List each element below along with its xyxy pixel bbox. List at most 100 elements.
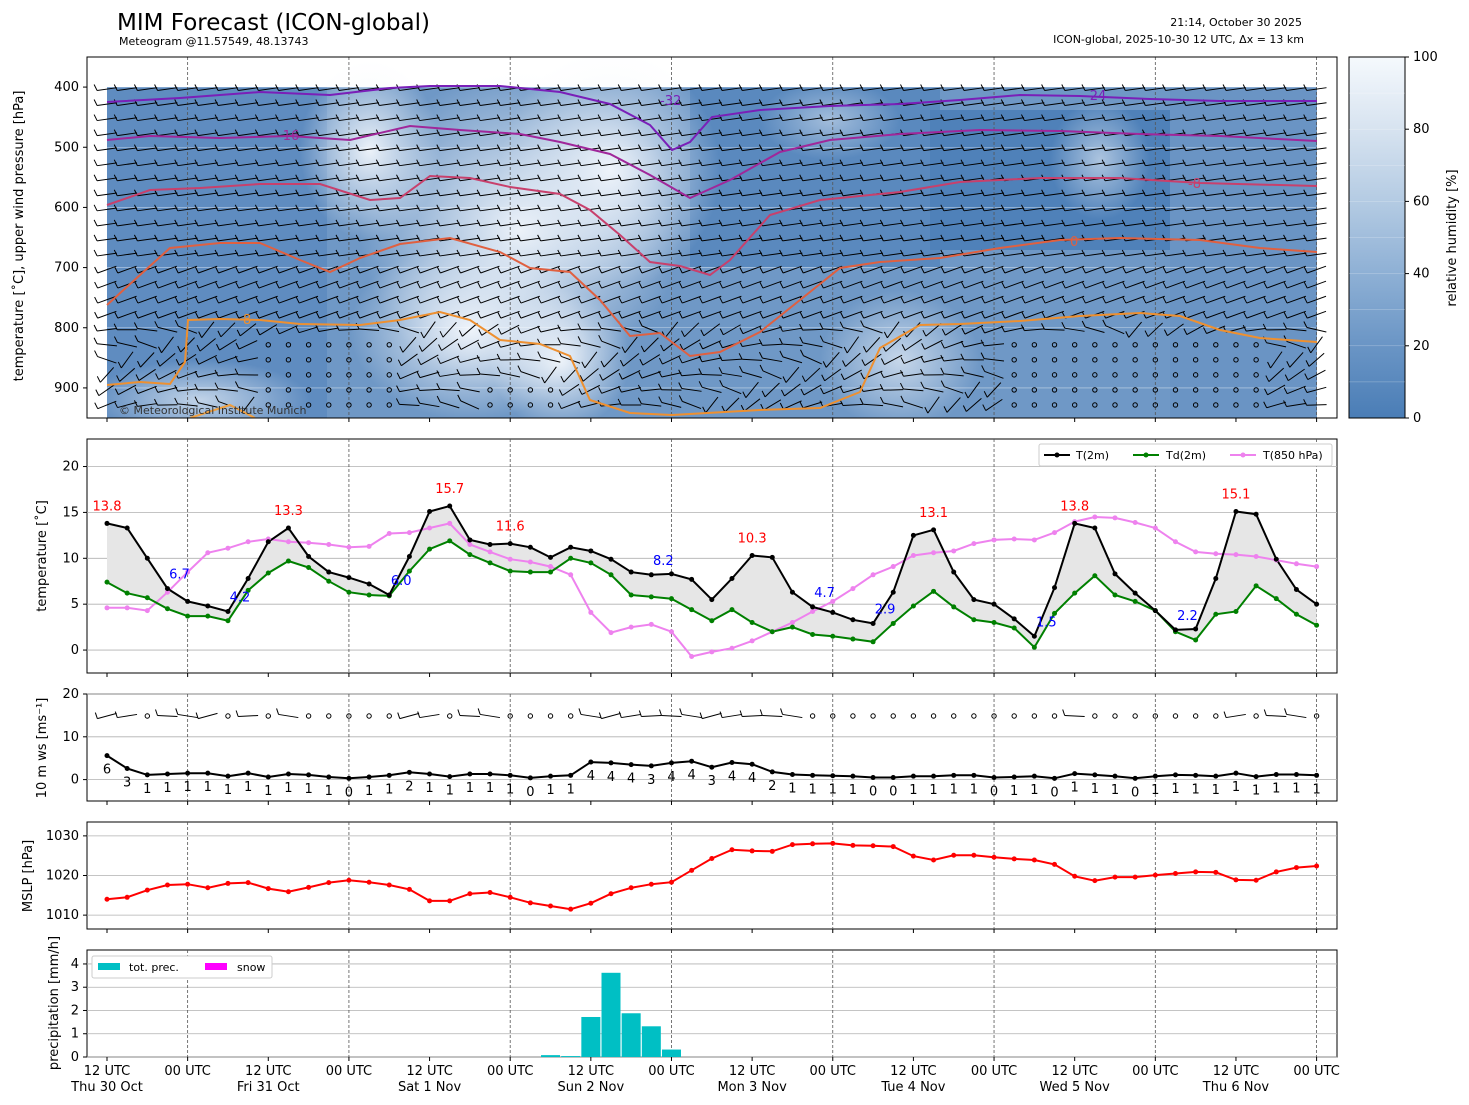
wind-barb-feather	[355, 159, 360, 166]
wind-barb	[923, 87, 944, 91]
wind-barb	[318, 222, 339, 227]
wind-barb-feather	[315, 219, 320, 227]
wind-barb	[1145, 117, 1166, 122]
wind-speed-value: 1	[970, 782, 978, 797]
wind-barb-feather	[920, 234, 925, 242]
wind-barb-feather	[598, 712, 602, 719]
wind-barb-feather	[295, 234, 300, 242]
wind-barb	[178, 265, 198, 274]
wind-barb	[399, 265, 419, 274]
wind-barb	[762, 192, 783, 197]
wind-barb-feather	[1202, 204, 1207, 212]
min-temp-label: 8.2	[653, 554, 674, 569]
wind-barb-feather	[93, 204, 98, 212]
calm-wind-symbol	[346, 372, 352, 378]
wind-barb	[500, 192, 521, 197]
wind-barb	[641, 117, 662, 122]
wind-barb-feather	[114, 311, 119, 319]
wind-speed-point	[870, 774, 876, 780]
wind-barb	[278, 310, 299, 319]
wind-barb-feather	[375, 249, 380, 257]
wind-barb	[1266, 265, 1286, 274]
wind-barb	[318, 237, 339, 242]
wind-speed-point	[628, 762, 634, 768]
wind-barb-feather	[113, 129, 118, 136]
wind-speed-point	[789, 771, 795, 777]
wind-barb-feather	[940, 174, 945, 181]
wind-barb-feather	[315, 144, 320, 151]
wind-barb-feather	[517, 365, 522, 372]
calm-wind-symbol	[527, 713, 534, 719]
t850-point	[1233, 552, 1239, 558]
wind-barb	[782, 132, 803, 137]
wind-barb-feather	[1021, 189, 1025, 196]
wind-barb-feather	[1142, 266, 1147, 274]
wind-barb	[702, 340, 722, 350]
wind-barb-feather	[133, 219, 138, 227]
wind-barb	[480, 280, 500, 289]
wind-barb	[822, 237, 843, 242]
wind-barb	[923, 117, 944, 122]
wind-barb	[603, 352, 619, 368]
wind-barb-feather	[1081, 219, 1086, 227]
precip-bar	[581, 1016, 601, 1057]
wind-barb-feather	[174, 144, 179, 151]
wind-barb-feather	[719, 281, 724, 289]
wind-barb-feather	[880, 281, 885, 289]
t2m-point	[1011, 616, 1017, 622]
wind-barb	[560, 252, 581, 257]
wind-barb	[480, 207, 501, 212]
wind-barb-feather	[759, 296, 764, 304]
wind-barb-feather	[779, 402, 784, 410]
wind-speed-point	[1011, 774, 1017, 780]
wind-barb	[705, 396, 719, 414]
wind-barb-feather	[254, 204, 259, 212]
wind-barb	[419, 713, 440, 719]
wind-barb-feather	[1242, 114, 1247, 121]
wind-barb-feather	[698, 249, 703, 257]
wind-barb-feather	[637, 159, 642, 166]
wind-barb	[117, 207, 138, 212]
wind-barb-feather	[738, 159, 743, 166]
wind-barb	[762, 714, 783, 718]
wind-barb	[802, 207, 823, 212]
wind-barb	[1024, 117, 1045, 122]
wind-barb-feather	[617, 189, 622, 196]
wind-barb-feather	[154, 114, 159, 121]
wind-barb-feather	[758, 99, 763, 106]
wind-barb	[1044, 265, 1065, 274]
t850-point	[729, 645, 735, 651]
wind-barb	[963, 162, 984, 167]
t850-point	[890, 564, 896, 570]
wind-barb-feather	[1222, 204, 1227, 212]
wind-barb-feather	[376, 311, 381, 319]
wind-barb-feather	[194, 311, 199, 319]
wind-barb	[339, 265, 359, 274]
wind-barb	[682, 339, 701, 351]
wind-barb	[137, 237, 158, 242]
wind-barb	[822, 252, 843, 257]
wind-barb	[439, 147, 460, 152]
wind-barb-feather	[637, 99, 642, 106]
wind-barb	[1185, 192, 1206, 197]
wind-barb-feather	[680, 330, 685, 337]
wind-barb-feather	[416, 311, 421, 319]
wind-barb	[480, 357, 501, 362]
wind-barb	[863, 252, 884, 257]
wind-barb	[1145, 280, 1165, 289]
wind-barb	[621, 207, 642, 212]
wind-barb	[1307, 265, 1327, 274]
wind-barb	[278, 222, 299, 227]
wind-barb	[1205, 177, 1226, 182]
wind-barb-feather	[1202, 174, 1207, 181]
wind-barb-feather	[295, 84, 300, 91]
wind-barb-feather	[517, 174, 521, 181]
wind-barb-feather	[800, 388, 805, 396]
wind-barb-feather	[879, 219, 884, 227]
wind-barb-feather	[840, 373, 845, 380]
wind-barb	[1306, 147, 1327, 152]
wind-barb	[903, 207, 924, 212]
wind-barb	[419, 147, 440, 152]
